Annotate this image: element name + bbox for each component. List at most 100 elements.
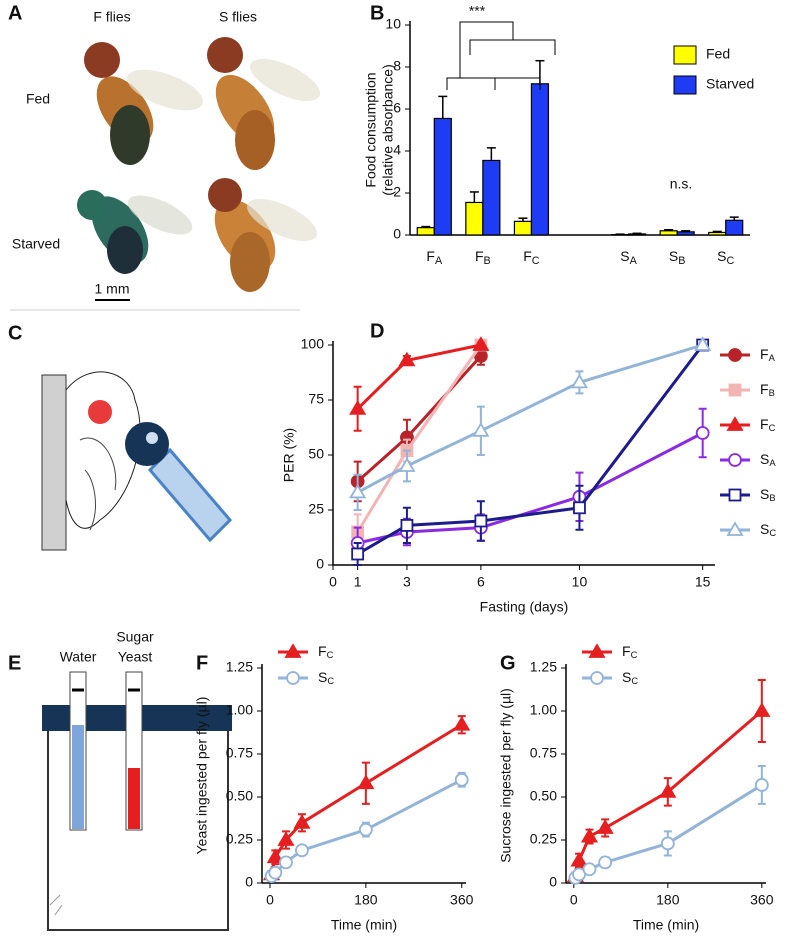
y-tick-label: 0.50 — [226, 788, 253, 804]
x-tick-label: 3 — [403, 574, 411, 590]
legend-marker — [588, 643, 606, 658]
x-tick-label: 1 — [354, 574, 362, 590]
x-tick-label-main: F — [475, 248, 484, 264]
x-tick-label-sub: A — [435, 255, 443, 267]
legend-marker — [726, 416, 744, 431]
bar — [513, 220, 533, 236]
annotation: n.s. — [670, 176, 693, 192]
marker — [472, 336, 490, 351]
y-tick-label: 10 — [385, 16, 401, 32]
legend-marker — [728, 348, 742, 362]
y-tick-label: 8 — [393, 58, 401, 74]
per-diagram — [41, 371, 233, 551]
x-tick-label: 10 — [572, 574, 588, 590]
bar — [627, 233, 647, 236]
bar — [530, 83, 550, 236]
legend-label-sub: B — [769, 388, 775, 398]
panel-letter: C — [8, 322, 22, 344]
marker — [277, 831, 295, 846]
marker — [754, 778, 769, 792]
marker — [453, 715, 471, 731]
x-tick-label: 360 — [750, 892, 774, 908]
legend-label-sub: A — [769, 353, 776, 363]
x-tick-label: 360 — [450, 892, 474, 908]
marker — [582, 862, 597, 877]
marker — [454, 772, 469, 787]
marker — [660, 836, 675, 851]
legend-label-sub: C — [327, 650, 334, 660]
y-axis-label: (relative absorbance) — [380, 64, 396, 196]
x-tick-label: 0 — [329, 574, 337, 590]
significance-bracket — [446, 21, 556, 90]
tube-label: Yeast — [118, 649, 153, 665]
legend-swatch — [673, 45, 697, 65]
x-tick-label-sub: C — [532, 255, 540, 267]
y-tick-label: 50 — [308, 446, 324, 462]
legend-label: FA — [760, 346, 776, 364]
marker — [268, 865, 283, 880]
marker — [580, 827, 599, 843]
legend-label: FC — [622, 643, 638, 661]
legend-label-main: S — [760, 521, 769, 537]
line — [356, 354, 482, 483]
row-label: Fed — [26, 91, 50, 107]
legend-label-main: S — [760, 451, 769, 467]
legend-label: FC — [318, 643, 334, 661]
marker — [400, 519, 414, 532]
x-axis-label: Fasting (days) — [480, 599, 569, 615]
marker — [596, 819, 614, 834]
legend-label: Fed — [706, 46, 730, 62]
marker — [573, 501, 586, 515]
bar — [659, 230, 678, 236]
x-tick-label-main: S — [717, 248, 726, 264]
panel-letter: B — [370, 2, 384, 24]
annotation: *** — [469, 3, 486, 19]
marker — [349, 400, 367, 415]
legend-label-main: F — [318, 643, 327, 659]
x-tick-label: 0 — [570, 892, 578, 908]
x-tick-label-main: F — [523, 248, 532, 264]
column-label: S flies — [219, 9, 257, 25]
bar — [708, 231, 727, 236]
y-tick-label: 100 — [301, 336, 325, 352]
y-tick-label: 0.25 — [530, 831, 557, 847]
legend-label: Starved — [706, 76, 754, 92]
cafe-diagram — [42, 671, 232, 931]
marker — [357, 774, 375, 790]
marker — [753, 702, 771, 717]
legend-label-sub: B — [769, 493, 775, 503]
legend-label-sub: C — [769, 423, 776, 433]
marker — [398, 457, 416, 472]
legend-marker — [728, 453, 742, 467]
marker — [694, 336, 712, 351]
panel-letter: G — [500, 652, 516, 674]
legend-label-main: F — [622, 643, 631, 659]
x-tick-label: SB — [669, 248, 686, 267]
marker — [266, 848, 284, 864]
panel-letter: F — [196, 652, 208, 674]
marker — [472, 422, 490, 437]
marker — [398, 351, 416, 367]
legend-label-main: F — [760, 381, 769, 397]
y-axis-label: Food consumption — [363, 72, 379, 187]
tube-label: Water — [60, 649, 97, 665]
y-tick-label: 1.25 — [226, 659, 253, 675]
marker — [570, 373, 589, 389]
legend-label-main: S — [760, 486, 769, 502]
legend-label: SC — [622, 669, 638, 687]
legend-marker — [728, 488, 742, 502]
x-tick-label: 180 — [656, 892, 680, 908]
bar — [676, 231, 695, 236]
x-tick-label: SA — [620, 248, 637, 267]
y-tick-label: 1.00 — [226, 702, 253, 718]
column-label: F flies — [93, 9, 130, 25]
x-tick-label: 180 — [354, 892, 378, 908]
marker — [570, 851, 588, 867]
bar — [725, 219, 744, 236]
marker — [474, 514, 488, 528]
y-tick-label: 0 — [393, 226, 401, 242]
legend-marker — [728, 383, 742, 397]
x-tick-label-main: S — [669, 248, 678, 264]
legend-marker — [590, 671, 604, 685]
